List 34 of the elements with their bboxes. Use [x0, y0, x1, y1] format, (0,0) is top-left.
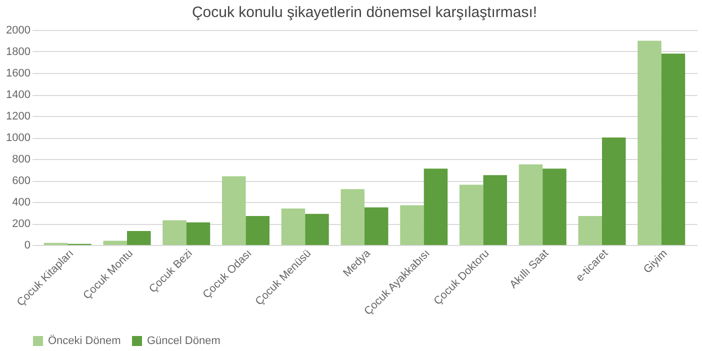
y-tick-label: 1600	[6, 68, 30, 80]
bar	[400, 205, 424, 245]
legend-label: Önceki Dönem	[48, 334, 121, 347]
y-tick-label: 1000	[6, 132, 30, 144]
bar	[103, 240, 127, 245]
y-tick-label: 1800	[6, 46, 30, 58]
y-tick-label: 600	[12, 175, 30, 187]
bar	[424, 168, 448, 245]
bar	[602, 138, 626, 245]
bar	[518, 164, 543, 245]
bar	[542, 168, 566, 245]
bar	[305, 214, 329, 245]
bar	[578, 216, 602, 245]
legend-label: Güncel Dönem	[147, 335, 220, 347]
bar	[483, 175, 507, 245]
chart-title: Çocuk konulu şikayetlerin dönemsel karşılaştırması!	[192, 4, 538, 21]
y-tick-label: 400	[12, 196, 30, 208]
bar	[186, 222, 210, 245]
y-tick-label: 2000	[6, 24, 30, 36]
bar	[460, 184, 484, 245]
bar	[638, 40, 662, 245]
bar	[246, 216, 270, 245]
bar	[340, 189, 364, 245]
y-tick-label: 1400	[6, 89, 30, 101]
bar	[222, 176, 246, 245]
y-tick-label: 200	[12, 218, 30, 230]
bar	[364, 207, 388, 245]
y-tick-label: 1200	[6, 110, 30, 122]
bar	[127, 231, 151, 245]
bar	[281, 208, 306, 245]
bar	[661, 54, 686, 245]
y-tick-label: 0	[24, 240, 30, 252]
bar	[162, 220, 186, 245]
y-tick-label: 800	[12, 154, 30, 166]
